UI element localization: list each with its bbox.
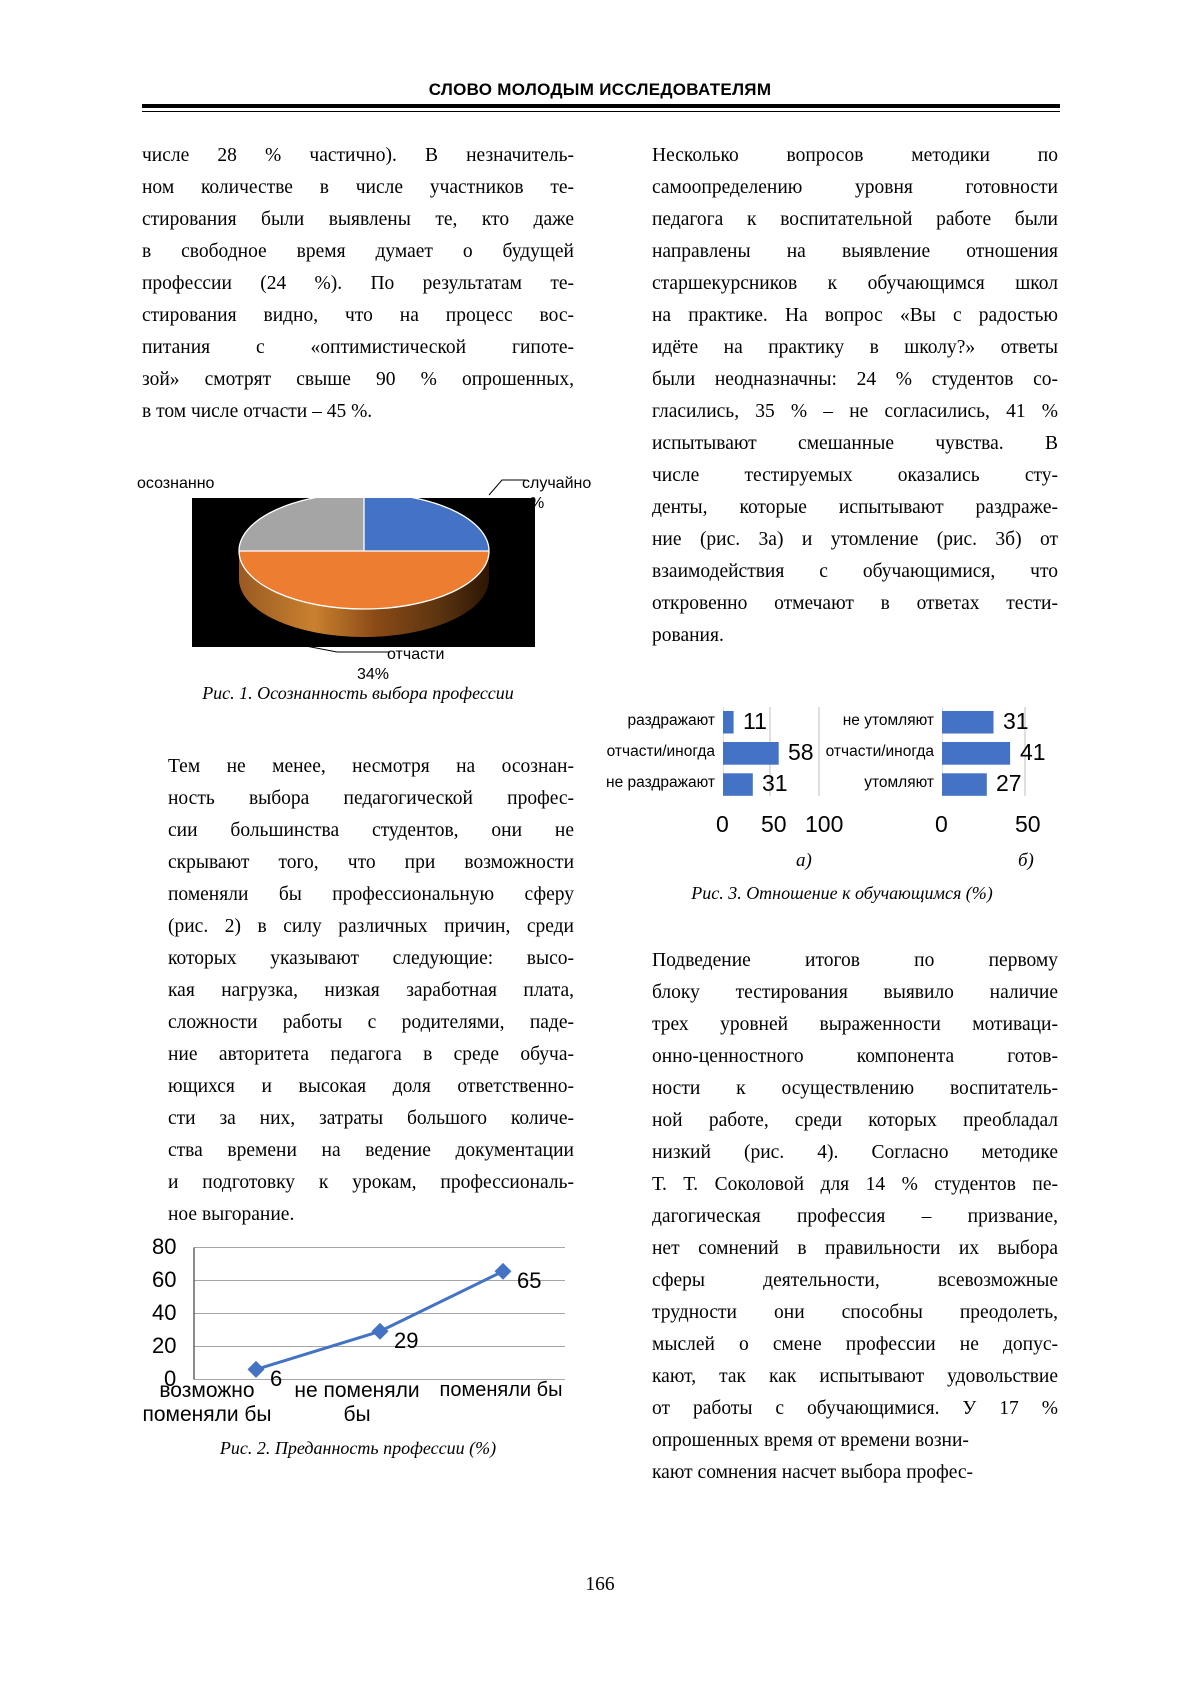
svg-text:20: 20	[152, 1333, 176, 1358]
svg-text:29: 29	[394, 1328, 418, 1353]
svg-text:60: 60	[152, 1267, 176, 1292]
svg-text:80: 80	[152, 1236, 176, 1259]
svg-text:65: 65	[517, 1268, 541, 1293]
svg-text:40: 40	[152, 1300, 176, 1325]
